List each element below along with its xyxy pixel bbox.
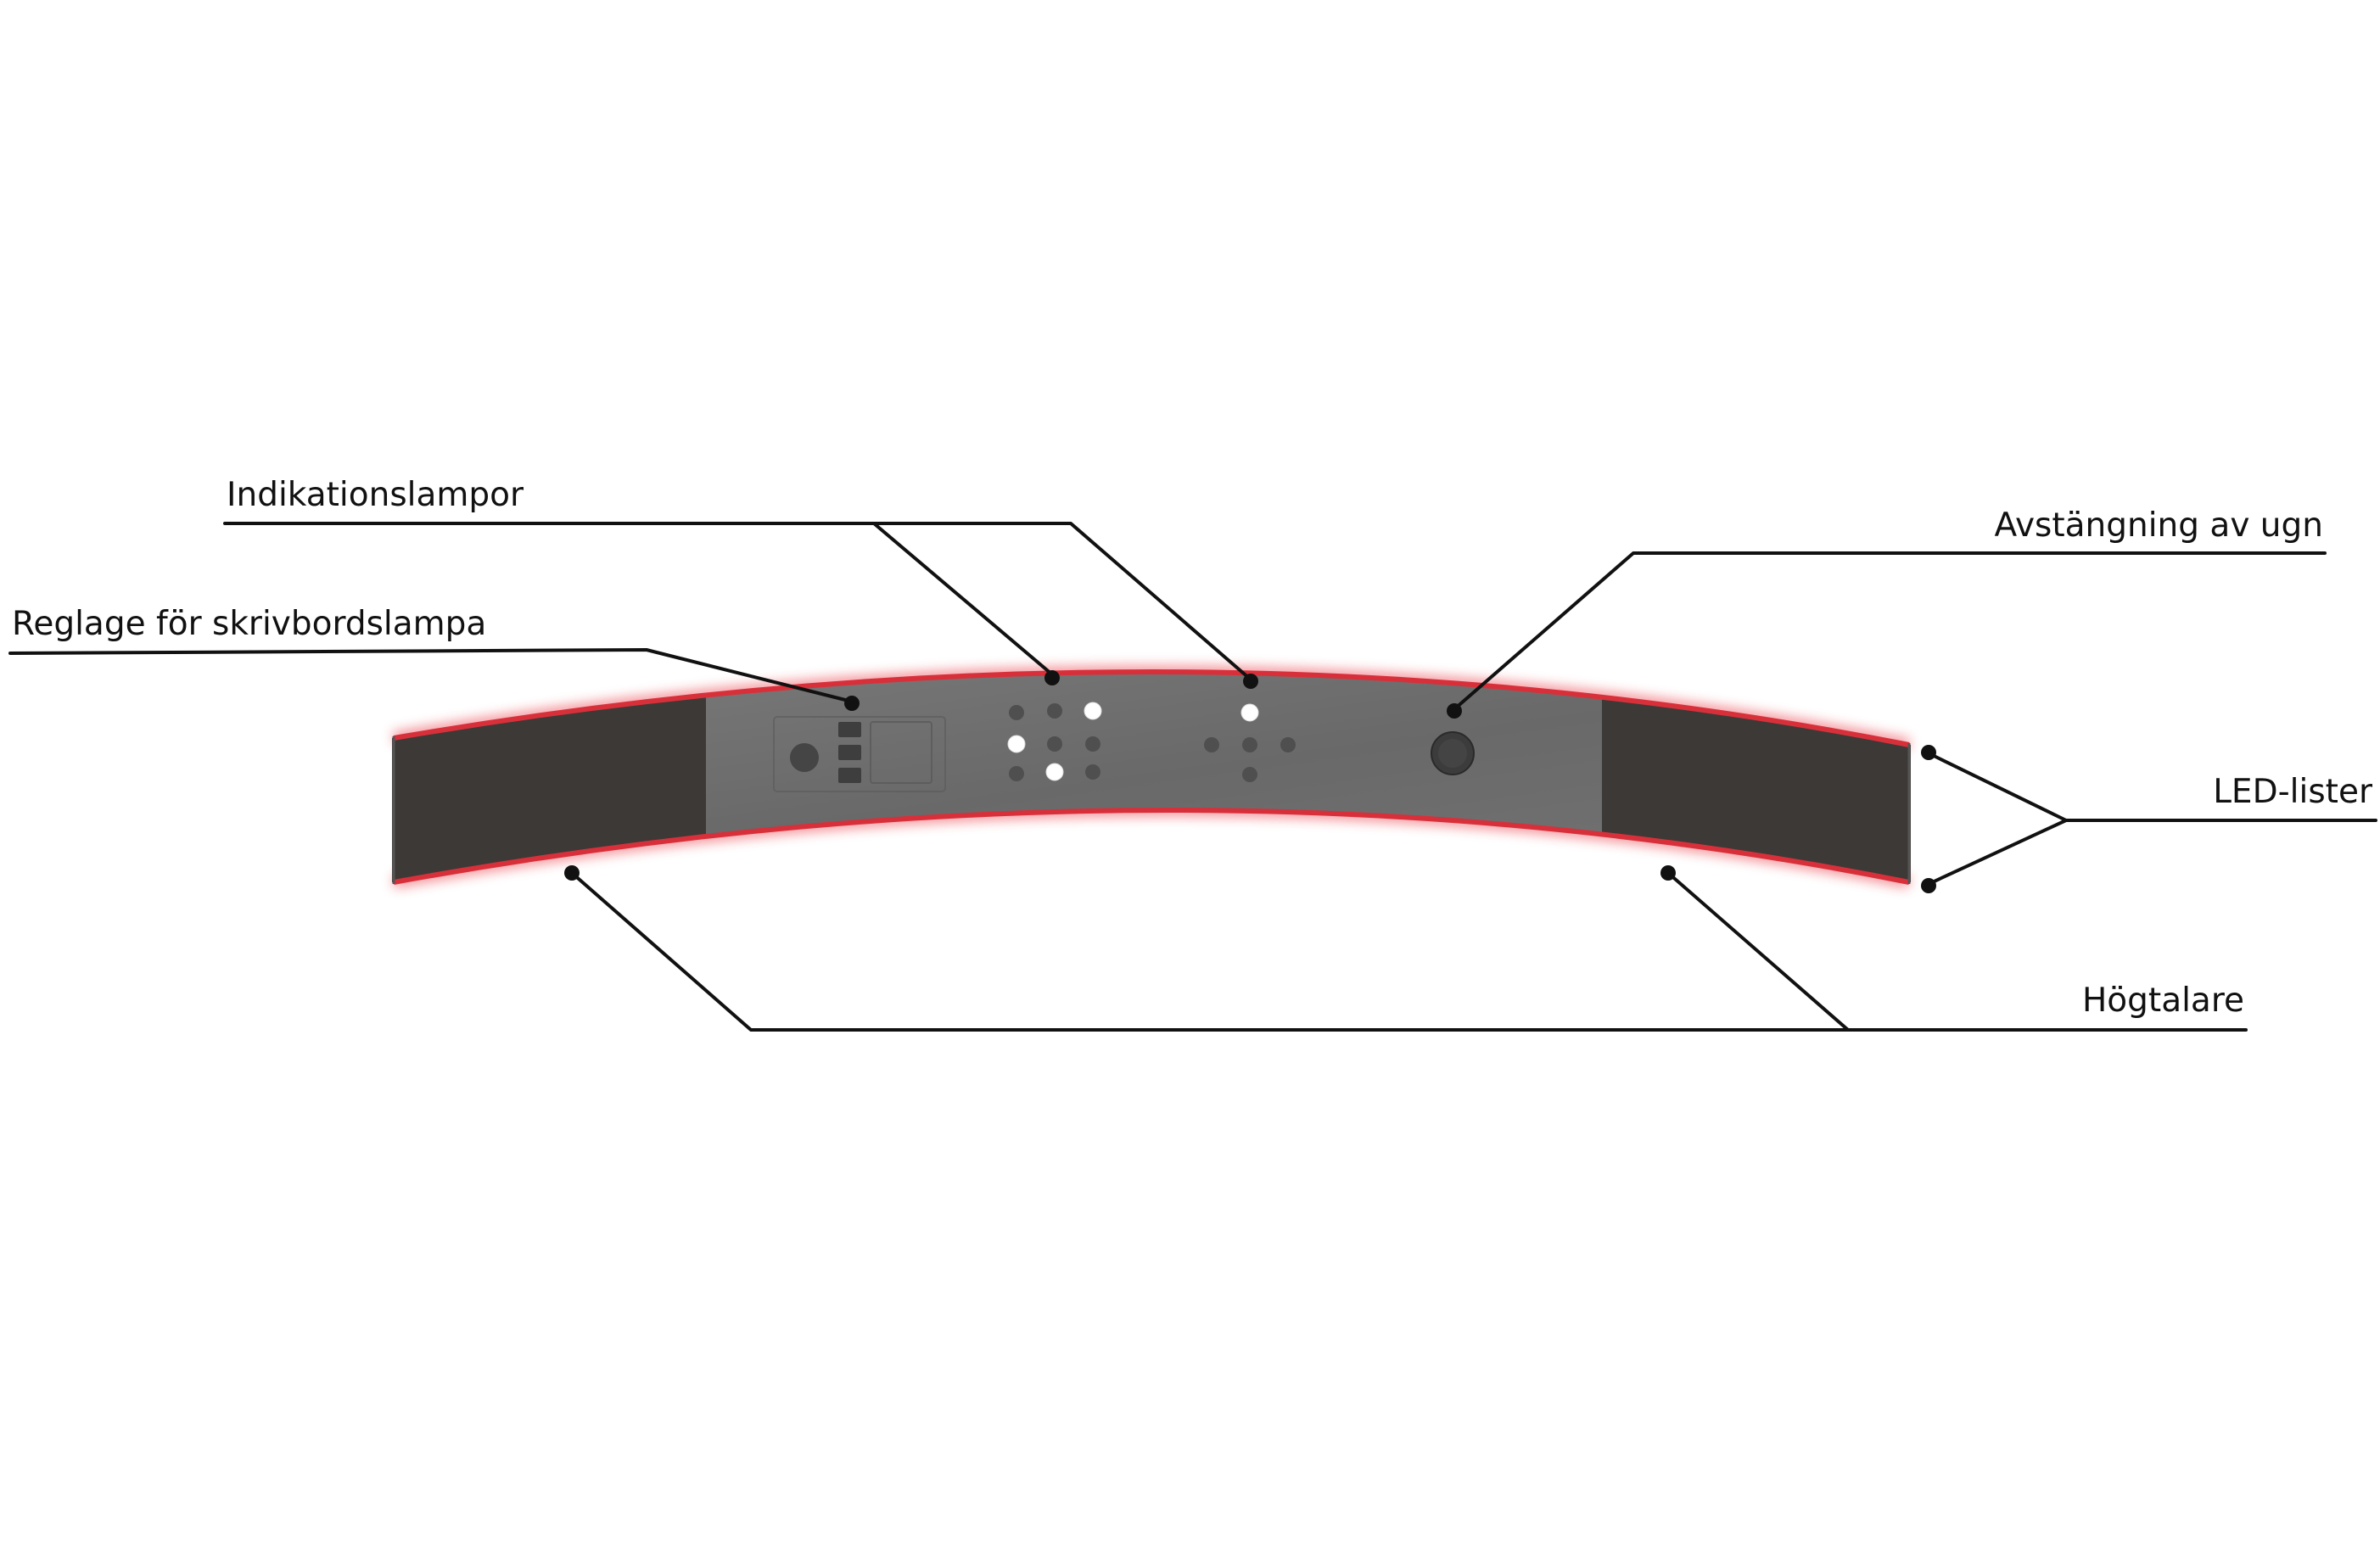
- indicator-lamps-left: [1007, 702, 1102, 781]
- label-indication-lamps: Indikationslampor: [227, 476, 524, 514]
- desk-lamp-switch-1[interactable]: [838, 722, 861, 737]
- indicator-left-lamp-2: [1047, 703, 1062, 719]
- label-speakers: Högtalare: [2082, 982, 2244, 1020]
- desk-lamp-control-plate: [773, 716, 946, 792]
- pin-dot: [1921, 878, 1936, 893]
- indicator-lamps-right: [1204, 703, 1296, 782]
- indicator-left-lamp-8: [1045, 763, 1064, 781]
- indicator-right-lamp-1: [1240, 703, 1259, 722]
- indicator-left-lamp-6: [1085, 736, 1100, 752]
- indicator-left-lamp-4: [1007, 735, 1026, 753]
- leader-indication-lamps: [223, 522, 1258, 689]
- desk-lamp-knob[interactable]: [790, 743, 819, 772]
- led-strip-bottom: [393, 808, 1910, 885]
- speaker-right: [1602, 679, 1911, 882]
- leader-desk-lamp-control: [8, 648, 860, 711]
- pin-dot: [1044, 670, 1060, 685]
- pin-dot: [1921, 745, 1936, 760]
- indicator-left-lamp-7: [1009, 766, 1024, 781]
- desk-lamp-switch-2[interactable]: [838, 745, 861, 760]
- pin-dot: [1447, 703, 1462, 719]
- indicator-left-lamp-5: [1047, 736, 1062, 752]
- leader-led-strips: [1921, 745, 2377, 893]
- pin-dot: [1660, 865, 1676, 881]
- label-led-strips: LED-lister: [2213, 773, 2373, 811]
- desk-lamp-switch-3[interactable]: [838, 768, 861, 783]
- leader-oven-shutoff: [1447, 551, 2327, 719]
- label-oven-shutoff: Avstängning av ugn: [1995, 506, 2323, 545]
- indicator-left-lamp-3: [1084, 702, 1102, 720]
- label-desk-lamp-control: Reglage för skrivbordslampa: [12, 605, 486, 643]
- indicator-left-lamp-1: [1009, 705, 1024, 720]
- control-panel-surface: [392, 671, 1911, 882]
- desk-lamp-control[interactable]: [773, 716, 946, 792]
- pin-dot: [1243, 674, 1258, 689]
- pin-dot: [564, 865, 580, 881]
- indicator-right-lamp-3: [1242, 737, 1257, 752]
- oven-shutoff-button[interactable]: [1431, 731, 1475, 775]
- pin-dot: [844, 696, 860, 711]
- indicator-right-lamp-5: [1242, 767, 1257, 782]
- leader-speakers: [564, 865, 2248, 1032]
- indicator-left-lamp-9: [1085, 764, 1100, 780]
- led-strip-top: [393, 668, 1910, 747]
- desk-lamp-display: [870, 721, 932, 784]
- indicator-right-lamp-2: [1204, 737, 1219, 752]
- indicator-right-lamp-4: [1280, 737, 1296, 752]
